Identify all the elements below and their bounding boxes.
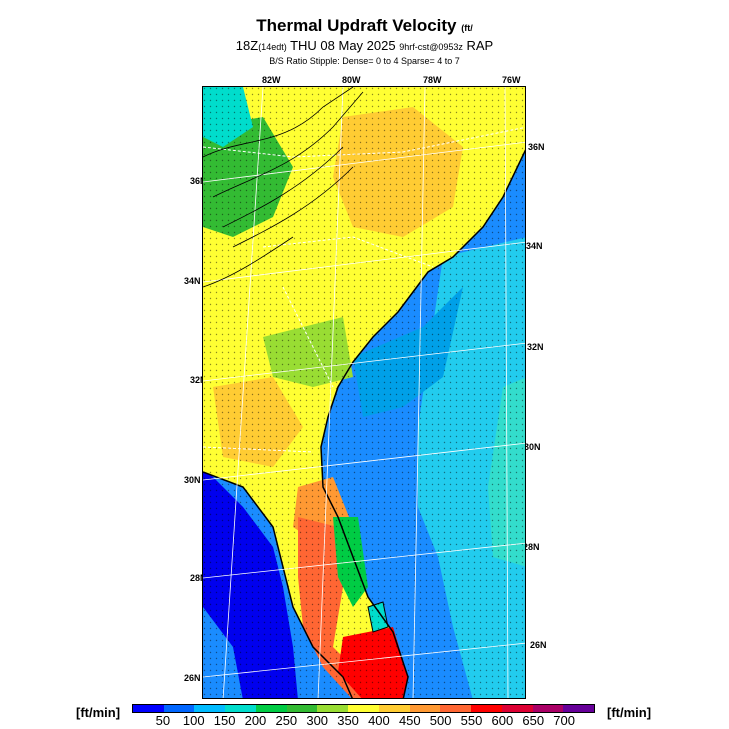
state-border-ga-sc — [282, 286, 334, 388]
graticule — [203, 87, 525, 698]
scale-swatch — [348, 705, 379, 712]
scale-swatch — [286, 705, 318, 712]
map-canvas — [203, 87, 525, 698]
lat-right-32n: 32N — [527, 342, 544, 352]
forecast-time: 18Z(14edt) THU 08 May 2025 9hrf-cst@0953… — [235, 38, 494, 53]
scale-swatch — [501, 705, 533, 712]
lat-right-26n: 26N — [530, 640, 547, 650]
scale-tick-label: 50 — [155, 713, 171, 728]
scale-tick-label: 250 — [275, 713, 298, 728]
lat-left-36n: 36N — [190, 176, 207, 186]
scale-tick-label: 200 — [244, 713, 267, 728]
scale-tick-label: 500 — [429, 713, 452, 728]
lat-right-30n: 30N — [524, 442, 541, 452]
scale-swatch — [532, 705, 564, 712]
updraft-map — [202, 86, 526, 699]
scale-tick-label: 400 — [368, 713, 390, 728]
lat-left-28n: 28N — [190, 573, 207, 583]
scale-swatch — [255, 705, 287, 712]
stipple-overlay — [203, 87, 525, 698]
scale-tick-label: 300 — [306, 713, 329, 728]
lat-left-32n: 32N — [190, 375, 207, 385]
scale-swatch — [225, 705, 256, 712]
scale-unit-right: [ft/min] — [607, 705, 652, 720]
scale-tick-label: 450 — [398, 713, 421, 728]
gulf-coastline — [203, 471, 353, 698]
stipple-note: B/S Ratio Stipple: Dense= 0 to 4 Sparse=… — [269, 56, 460, 66]
scale-swatch — [471, 705, 502, 712]
scale-unit-left: [ft/min] — [76, 705, 121, 720]
scale-swatch — [194, 705, 226, 712]
scale-tick-label: 350 — [337, 713, 359, 728]
scale-swatch — [133, 705, 164, 712]
color-scale — [132, 704, 595, 713]
scale-tick-label: 150 — [213, 713, 236, 728]
lat-right-34n: 34N — [526, 241, 543, 251]
scale-tick-label: 550 — [460, 713, 483, 728]
lon-label-78w: 78W — [423, 75, 442, 85]
lat-left-30n: 30N — [184, 475, 201, 485]
atlantic-coastline — [320, 149, 525, 698]
scale-tick-label: 100 — [182, 713, 205, 728]
scale-swatch — [163, 705, 195, 712]
scale-tick-label: 600 — [491, 713, 514, 728]
state-border-ga-fl — [203, 446, 314, 453]
lat-right-28n: 28N — [523, 542, 540, 552]
lon-label-82w: 82W — [262, 75, 281, 85]
state-border-nc — [203, 126, 525, 158]
lon-label-80w: 80W — [342, 75, 361, 85]
terrain-contours — [203, 87, 364, 288]
scale-swatch — [317, 705, 349, 712]
scale-tick-label: 650 — [522, 713, 545, 728]
scale-swatch — [563, 705, 595, 712]
lat-left-26n: 26N — [184, 673, 201, 683]
title-unit: (ft/ — [461, 23, 473, 33]
chart-title: Thermal Updraft Velocity (ft/ — [256, 16, 473, 35]
scale-tick-label: 700 — [553, 713, 575, 728]
lat-left-34n: 34N — [184, 276, 201, 286]
scale-swatch — [378, 705, 410, 712]
scale-swatch — [440, 705, 472, 712]
lon-label-76w: 76W — [502, 75, 521, 85]
lat-right-36n: 36N — [528, 142, 545, 152]
scale-swatch — [409, 705, 441, 712]
